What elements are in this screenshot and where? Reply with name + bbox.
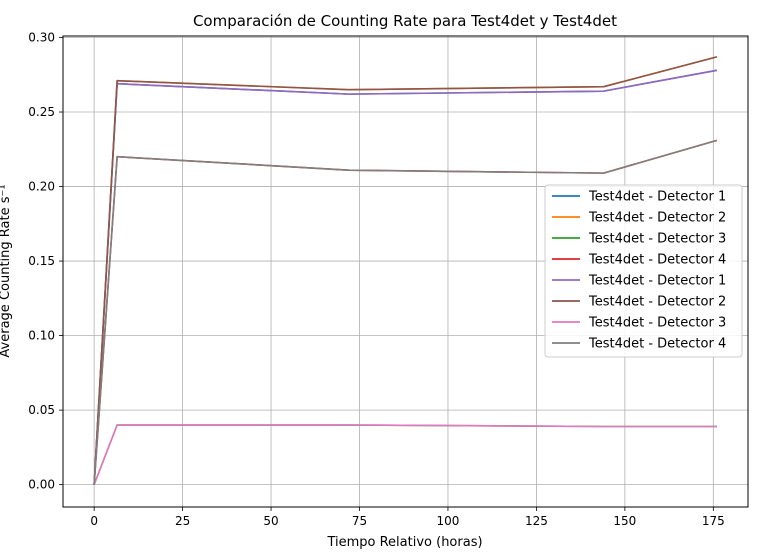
legend-label: Test4det - Detector 1	[588, 190, 726, 205]
series-line-8	[93, 139, 718, 485]
x-tick-label: 0	[90, 514, 98, 528]
series-line-3	[93, 424, 717, 485]
legend-label: Test4det - Detector 2	[588, 295, 726, 310]
y-tick-label: 0.05	[28, 403, 55, 417]
legend-label: Test4det - Detector 3	[588, 232, 726, 247]
chart-title: Comparación de Counting Rate para Test4d…	[193, 12, 617, 30]
x-axis-ticks: 0 25 50 75 100 125 150 175	[90, 507, 725, 528]
plot-frame	[62, 35, 749, 508]
series-line-7	[93, 424, 717, 485]
legend: Test4det - Detector 1 Test4det - Detector…	[544, 184, 743, 358]
y-tick-label: 0.30	[28, 30, 55, 44]
legend-label: Test4det - Detector 3	[588, 316, 726, 331]
y-tick-label: 0.20	[28, 180, 55, 194]
x-tick-label: 125	[525, 514, 548, 528]
y-tick-label: 0.00	[28, 478, 55, 492]
legend-box	[544, 184, 743, 358]
y-axis-label: Average Counting Rate s⁻¹	[0, 184, 13, 357]
legend-label: Test4det - Detector 4	[588, 337, 726, 352]
legend-label: Test4det - Detector 1	[588, 274, 726, 289]
x-tick-label: 175	[702, 514, 725, 528]
x-tick-label: 25	[175, 514, 190, 528]
y-tick-label: 0.15	[28, 254, 55, 268]
legend-label: Test4det - Detector 4	[588, 253, 726, 268]
x-tick-label: 75	[352, 514, 367, 528]
x-tick-label: 50	[263, 514, 278, 528]
y-tick-label: 0.10	[28, 329, 55, 343]
x-tick-label: 150	[613, 514, 636, 528]
x-tick-label: 100	[437, 514, 460, 528]
series-line-6	[93, 56, 718, 485]
y-axis-ticks: 0.00 0.05 0.10 0.15 0.20 0.25 0.30	[28, 30, 63, 492]
y-tick-label: 0.25	[28, 105, 55, 119]
series-lines	[93, 56, 718, 485]
x-axis-label: Tiempo Relativo (horas)	[326, 535, 482, 550]
legend-label: Test4det - Detector 2	[588, 211, 726, 226]
